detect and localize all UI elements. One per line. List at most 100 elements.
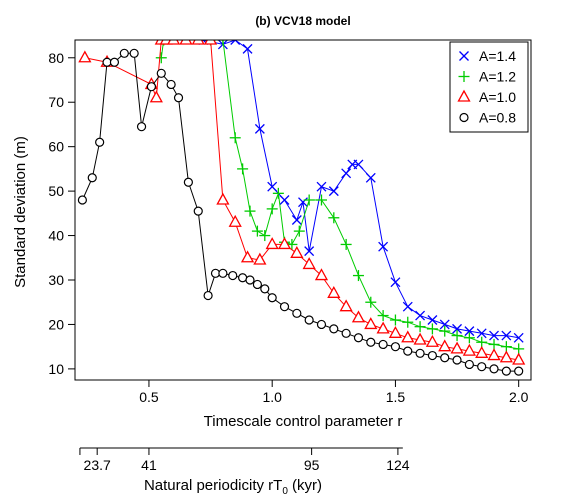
y-axis-label: Standard deviation (m) [12,136,29,288]
data-point-A=1.0 [253,252,267,265]
data-point-A=1.2 [377,310,389,322]
data-point-A=1.4 [439,319,450,330]
data-point-A=1.4 [415,310,426,321]
data-point-A=0.8 [304,315,314,325]
data-point-A=1.2 [389,314,401,326]
x-tick-label: 2.0 [509,389,529,405]
data-point-A=0.8 [173,93,184,103]
data-point-A=0.8 [238,273,248,283]
secondary-axis-layer: 23.7 41 95 124 [79,447,410,473]
data-point-A=0.8 [260,284,270,294]
data-point-A=0.8 [183,177,193,187]
data-point-A=1.0 [401,330,415,343]
data-point-A=0.8 [156,68,166,78]
data-point-A=1.0 [228,214,242,227]
data-point-A=0.8 [329,324,339,334]
y-tick-label: 80 [48,50,64,66]
secondary-tick-label: 124 [386,457,410,473]
data-point-A=0.8 [279,302,290,312]
data-point-A=1.4 [304,246,315,257]
data-point-A=1.0 [216,192,230,205]
y-tick-label: 40 [48,228,64,244]
data-point-A=1.2 [315,194,327,206]
data-point-A=1.2 [414,321,426,333]
data-point-A=0.8 [353,333,364,343]
x-tick-label: 0.5 [139,389,159,405]
data-point-A=1.0 [499,350,513,363]
plot-frame [74,39,532,381]
data-point-A=1.4 [291,215,302,225]
data-point-A=1.2 [237,163,249,175]
data-point-A=0.8 [390,342,401,352]
data-point-A=1.4 [254,123,265,134]
data-point-A=0.8 [415,348,425,358]
data-point-A=1.4 [402,301,413,312]
secondary-tick-label: 95 [304,457,320,473]
data-point-A=0.8 [252,279,262,290]
x-tick-label: 1.5 [386,389,406,405]
legend-marker-A=1.0 [457,89,471,102]
legend-marker-A=0.8 [459,112,469,123]
data-point-A=1.4 [353,159,364,170]
data-point-A=1.4 [501,330,512,341]
secondary-axis-label: Natural periodicity rT0 (kyr) [144,477,322,497]
data-point-A=1.4 [378,241,389,252]
data-point-A=1.4 [452,323,463,334]
data-point-A=0.8 [193,206,203,216]
data-point-A=1.0 [277,237,292,250]
data-point-A=1.2 [488,338,500,350]
data-point-A=1.2 [463,332,475,344]
data-point-A=1.0 [78,50,92,63]
data-point-A=0.8 [427,350,438,361]
data-point-A=0.8 [378,339,388,350]
data-point-A=1.2 [340,238,352,250]
data-point-A=1.0 [475,345,489,358]
data-point-A=1.2 [402,316,414,328]
legend: A=1.4 A=1.2 A=1.0 A=0.8 [449,41,529,133]
data-point-A=1.4 [427,315,438,325]
y-tick-label: 10 [48,361,64,377]
data-point-A=1.4 [267,181,278,192]
chart-title: (b) VCV18 model [255,14,350,28]
data-point-A=0.8 [95,137,105,147]
y-tick-label: 70 [48,94,64,110]
data-point-A=0.8 [218,268,228,278]
legend-label: A=1.0 [479,89,516,105]
data-point-A=1.2 [513,343,525,355]
data-point-A=0.8 [464,359,474,370]
data-point-A=1.2 [251,225,263,237]
data-point-A=1.4 [365,172,376,183]
data-point-A=1.4 [242,43,253,54]
data-point-A=0.8 [292,308,302,318]
data-point-A=1.4 [489,330,499,341]
data-point-A=0.8 [403,346,413,356]
data-point-A=0.8 [228,270,238,281]
data-point-A=1.0 [512,352,526,365]
data-point-A=1.0 [388,325,403,338]
data-point-A=0.8 [119,48,129,58]
data-point-A=1.0 [290,245,304,258]
data-point-A=0.8 [366,337,376,347]
data-point-A=0.8 [146,82,157,92]
data-point-A=1.0 [265,237,279,250]
data-point-A=0.8 [267,293,277,303]
data-point-A=1.2 [352,270,364,282]
data-point-A=1.2 [426,323,438,335]
data-point-A=0.8 [87,173,97,183]
legend-marker-A=1.4 [459,51,469,61]
y-tick-label: 30 [48,272,64,288]
data-point-A=1.2 [328,212,340,224]
data-point-A=1.0 [413,332,427,345]
legend-label: A=0.8 [479,110,516,126]
data-point-A=1.2 [155,52,167,64]
data-point-A=1.4 [341,168,352,179]
data-point-A=1.0 [364,317,378,330]
data-point-A=1.0 [179,40,193,45]
secondary-tick-label: 41 [141,457,157,473]
data-point-A=1.0 [339,299,353,312]
data-point-A=0.8 [166,79,176,90]
data-point-A=1.0 [314,268,329,281]
x-tick-label: 1.0 [262,389,282,405]
data-point-A=1.0 [351,310,366,323]
